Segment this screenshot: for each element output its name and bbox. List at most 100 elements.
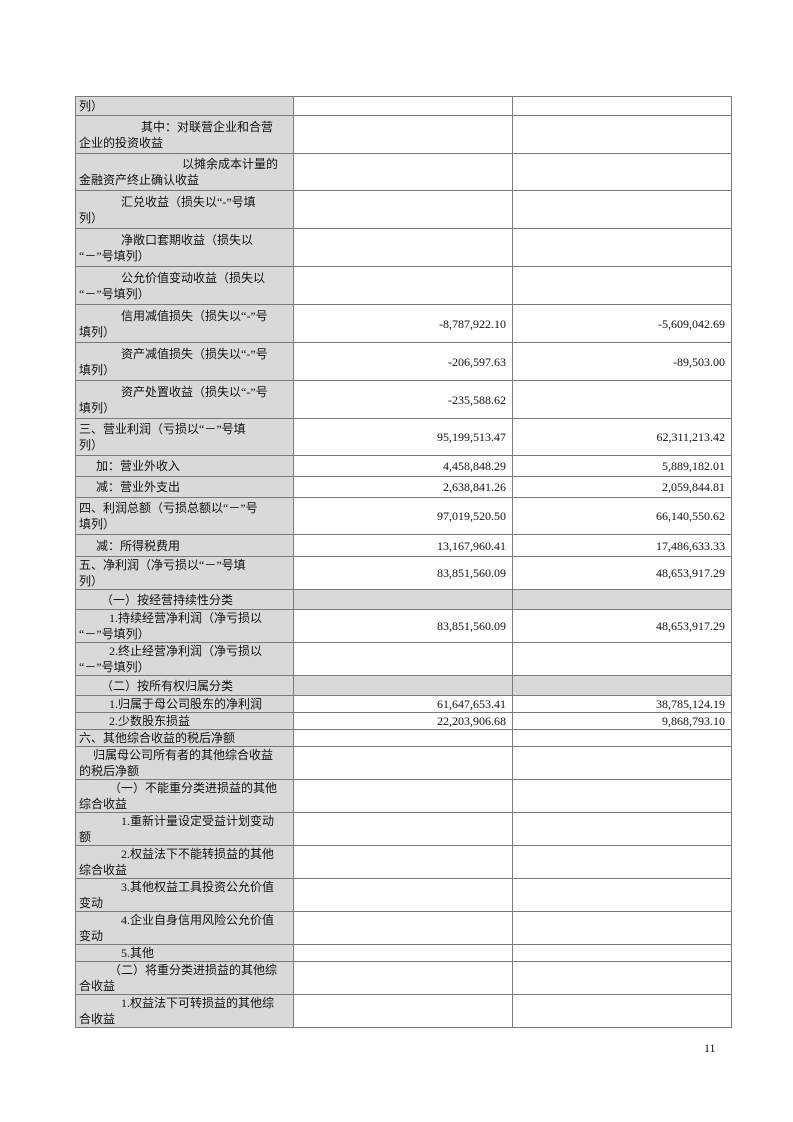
row-label-line: 1.重新计量设定受益计划变动 (121, 814, 275, 828)
prior-period-value: 38,785,124.19 (512, 695, 732, 713)
prior-period-value (512, 779, 732, 813)
table-row: 五、净利润（净亏损以“－”号填 列） 83,851,560.09 48,653,917… (75, 556, 732, 590)
current-period-value (293, 642, 513, 676)
prior-period-value (512, 944, 732, 962)
row-label: 以摊余成本计量的金融资产终止确认收益 (75, 153, 294, 191)
row-label-line: 信用减值损失（损失以“-”号 (121, 308, 268, 323)
row-label: 归属母公司所有者的其他综合收益 的税后净额 (75, 746, 294, 780)
row-label-line: 填列） (79, 517, 116, 531)
prior-period-value (512, 961, 732, 995)
current-period-value (293, 266, 513, 305)
table-row: 净敞口套期收益（损失以 “－”号填列） (75, 228, 732, 267)
row-label-line: 4.企业自身信用风险公允价值 (121, 913, 275, 927)
prior-period-value (512, 642, 732, 676)
row-label-line: 列） (79, 99, 104, 113)
current-period-value: 83,851,560.09 (293, 609, 513, 643)
prior-period-value: 62,311,213.42 (512, 418, 732, 456)
row-label: 2.权益法下不能转损益的其他 综合收益 (75, 845, 294, 879)
table-row: 1.持续经营净利润（净亏损以 “－”号填列） 83,851,560.09 48,653… (75, 609, 732, 643)
row-label: （二）按所有权归属分类 (75, 675, 294, 696)
row-label-line: 5.其他 (121, 946, 155, 960)
prior-period-value: 17,486,633.33 (512, 534, 732, 557)
table-row: 六、其他综合收益的税后净额 (75, 729, 732, 747)
prior-period-value (512, 190, 732, 229)
row-label-line: 公允价值变动收益（损失以 (121, 270, 266, 285)
row-label: 资产减值损失（损失以“-”号 填列） (75, 342, 294, 381)
row-label: 2.终止经营净利润（净亏损以 “－”号填列） (75, 642, 294, 676)
table-row: 其中：对联营企业和合营 企业的投资收益 (75, 115, 732, 154)
row-label-line: 1.归属于母公司股东的净利润 (109, 697, 263, 711)
row-label-line: 以摊余成本计量的 (182, 157, 279, 171)
current-period-value (293, 961, 513, 995)
table-row: 2.终止经营净利润（净亏损以 “－”号填列） (75, 642, 732, 676)
row-label-line: 六、其他综合收益的税后净额 (79, 731, 236, 745)
row-label: 1.归属于母公司股东的净利润 (75, 695, 294, 713)
table-row: 5.其他 (75, 944, 732, 962)
row-label-line: 综合收益 (79, 797, 128, 811)
row-label-line: “－”号填列） (79, 627, 150, 641)
current-period-value (293, 944, 513, 962)
table-row: 列） (75, 96, 732, 116)
current-period-value (293, 115, 513, 154)
prior-period-value (512, 729, 732, 747)
current-period-value: 95,199,513.47 (293, 418, 513, 456)
row-label: 减：所得税费用 (75, 534, 294, 557)
table-row: 四、利润总额（亏损总额以“－”号 填列） 97,019,520.50 66,140,5… (75, 497, 732, 535)
prior-period-value: 48,653,917.29 (512, 556, 732, 590)
prior-period-value (512, 266, 732, 305)
row-label: 减：营业外支出 (75, 476, 294, 498)
table-row: 4.企业自身信用风险公允价值 变动 (75, 911, 732, 945)
current-period-value (293, 675, 513, 696)
prior-period-value (512, 878, 732, 912)
current-period-value (293, 228, 513, 267)
table-row: 1.归属于母公司股东的净利润 61,647,653.41 38,785,124.19 (75, 695, 732, 713)
current-period-value (293, 878, 513, 912)
current-period-value: 4,458,848.29 (293, 455, 513, 477)
row-label: 1.权益法下可转损益的其他综 合收益 (75, 994, 294, 1028)
page-number: 11 (704, 1041, 716, 1055)
row-label: 四、利润总额（亏损总额以“－”号 填列） (75, 497, 294, 535)
prior-period-value (512, 115, 732, 154)
row-label-line: 填列） (79, 362, 116, 377)
row-label-line: 资产减值损失（损失以“-”号 (121, 346, 268, 361)
table-row: 公允价值变动收益（损失以 “－”号填列） (75, 266, 732, 305)
row-label-line: “－”号填列） (79, 660, 150, 674)
row-label-line: 2.权益法下不能转损益的其他 (121, 847, 275, 861)
prior-period-value: 48,653,917.29 (512, 609, 732, 643)
prior-period-value (512, 994, 732, 1028)
row-label-line: 额 (79, 830, 92, 844)
prior-period-value: -89,503.00 (512, 342, 732, 381)
current-period-value (293, 589, 513, 610)
current-period-value (293, 994, 513, 1028)
row-label-line: 列） (79, 438, 104, 452)
row-label-line: 的税后净额 (79, 764, 140, 778)
prior-period-value: -5,609,042.69 (512, 304, 732, 343)
row-label: 六、其他综合收益的税后净额 (75, 729, 294, 747)
table-row: 资产处置收益（损失以“-”号 填列） -235,588.62 (75, 380, 732, 419)
prior-period-value (512, 228, 732, 267)
row-label-line: 企业的投资收益 (79, 135, 164, 150)
row-label-line: 列） (79, 210, 104, 225)
table-row: 资产减值损失（损失以“-”号 填列） -206,597.63 -89,503.00 (75, 342, 732, 381)
table-row: 减：所得税费用 13,167,960.41 17,486,633.33 (75, 534, 732, 557)
current-period-value: -8,787,922.10 (293, 304, 513, 343)
row-label-line: “－”号填列） (79, 286, 150, 301)
row-label-line: 资产处置收益（损失以“-”号 (121, 384, 268, 399)
table-row: 2.少数股东损益 22,203,906.68 9,868,793.10 (75, 712, 732, 730)
current-period-value: 22,203,906.68 (293, 712, 513, 730)
row-label-line: 四、利润总额（亏损总额以“－”号 (79, 501, 258, 515)
row-label: 3.其他权益工具投资公允价值 变动 (75, 878, 294, 912)
table-row: 三、营业利润（亏损以“－”号填 列） 95,199,513.47 62,311,213… (75, 418, 732, 456)
current-period-value (293, 190, 513, 229)
row-label-line: （一）按经营持续性分类 (101, 592, 234, 607)
table-row: 1.权益法下可转损益的其他综 合收益 (75, 994, 732, 1028)
row-label: （一）不能重分类进损益的其他 综合收益 (75, 779, 294, 813)
row-label-line: （二）按所有权归属分类 (101, 678, 234, 693)
row-label-line: 填列） (79, 400, 116, 415)
row-label-line: 三、营业利润（亏损以“－”号填 (79, 422, 246, 436)
row-label-line: 填列） (79, 324, 116, 339)
row-label-line: 金融资产终止确认收益 (79, 173, 200, 187)
row-label: 5.其他 (75, 944, 294, 962)
table-row: （二）将重分类进损益的其他综 合收益 (75, 961, 732, 995)
current-period-value: 97,019,520.50 (293, 497, 513, 535)
